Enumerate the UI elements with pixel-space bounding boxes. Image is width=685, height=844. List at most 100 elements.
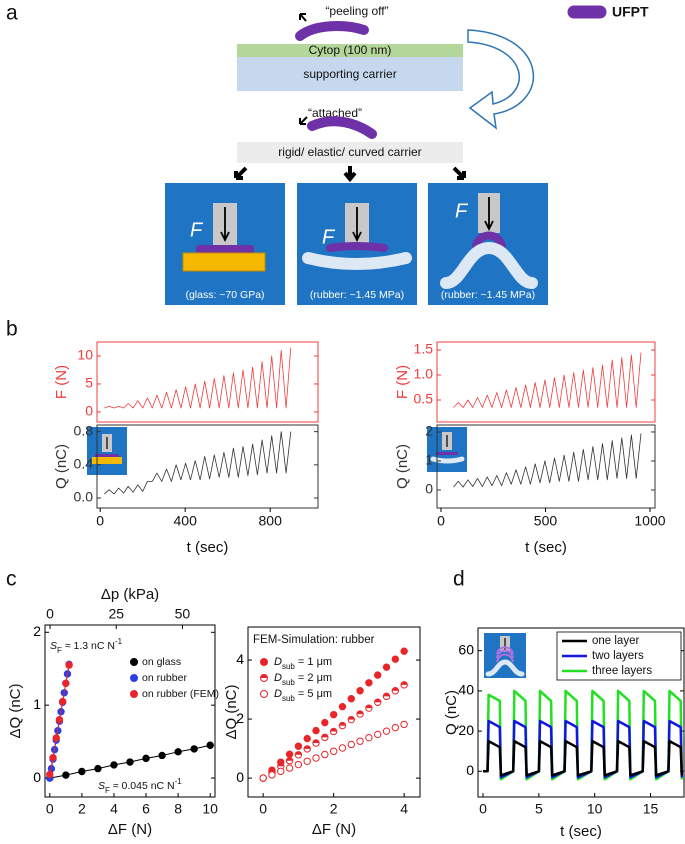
point-half: [348, 716, 355, 720]
y-tick-label: 40: [458, 682, 474, 698]
point-half: [312, 739, 320, 743]
point-half: [339, 722, 346, 726]
point: [382, 663, 391, 671]
text-part: sub: [282, 678, 295, 687]
force-arrow: [484, 197, 494, 232]
legend-label: on rubber: [142, 672, 187, 684]
y-tick-label: 0: [236, 769, 244, 785]
point-half: [365, 704, 373, 709]
x-axis-label: ΔF (N): [108, 821, 152, 838]
x-tick-label: 0: [259, 801, 267, 817]
x-tick-label: 400: [174, 513, 198, 529]
y-tick-label: 2: [33, 623, 41, 639]
point: [94, 764, 102, 773]
point: [130, 690, 138, 698]
point: [78, 767, 86, 776]
point: [312, 754, 320, 762]
point: [294, 760, 303, 769]
signal-line: [104, 431, 292, 495]
text-part: D: [274, 656, 282, 668]
signal-line: [453, 352, 642, 408]
inset: [87, 427, 127, 475]
x-tick-label: 0: [96, 513, 104, 529]
point: [356, 687, 364, 695]
legend-label: one layer: [592, 635, 639, 647]
force-label: F: [455, 200, 469, 222]
x-tick-label: 500: [534, 513, 558, 529]
y-tick-label: 1: [33, 696, 41, 712]
inset: [484, 633, 526, 678]
rubber: [440, 241, 538, 289]
point: [400, 720, 408, 729]
attached-label: “attached”: [308, 106, 362, 120]
transfer-arrow: [467, 29, 535, 130]
point-half: [286, 757, 293, 761]
plot-frame: [96, 341, 319, 423]
point: [174, 748, 182, 756]
point: [55, 716, 64, 724]
text-part: = 2 μm: [295, 672, 332, 684]
point-half: [392, 687, 399, 691]
point: [391, 655, 400, 663]
rubber: [302, 252, 412, 270]
force-arrow: [352, 207, 362, 243]
point: [260, 690, 268, 698]
arrows: [234, 166, 466, 183]
point-half: [321, 734, 329, 738]
ufpt: [196, 245, 254, 253]
y-tick-label: 0: [466, 762, 474, 778]
point-half: [330, 728, 337, 732]
box-caption: (rubber: ~1.45 MPa): [441, 289, 535, 301]
x-axis-label: t (sec): [525, 539, 567, 556]
plot-frame: [96, 424, 319, 509]
small-arrow: [299, 13, 307, 22]
point-half: [295, 751, 302, 755]
y-tick-label: 0.8: [74, 422, 94, 438]
ufpt: [326, 242, 388, 252]
series-line: [483, 739, 684, 777]
text-part: sub: [282, 662, 295, 671]
cytop-label: Cytop (100 nm): [309, 43, 392, 57]
ufpt: [307, 116, 377, 139]
point: [356, 737, 364, 745]
text-part: S: [50, 640, 57, 652]
y-tick-label: 2: [425, 423, 433, 439]
panel-label: c: [6, 568, 17, 591]
panel-label: b: [6, 318, 18, 341]
x-tick-label: 0: [46, 606, 54, 622]
x-tick-label: 5: [535, 801, 543, 817]
point: [329, 710, 338, 719]
text-part: D: [274, 672, 282, 684]
point: [58, 697, 67, 706]
x-tick-label: 15: [643, 801, 659, 817]
x-tick-label: 6: [142, 801, 150, 817]
ufpt: [295, 21, 369, 41]
ufpt: [472, 231, 506, 250]
point: [303, 757, 311, 765]
x-tick-label: 0: [479, 801, 487, 817]
schematic: “peeling off” UFPT Cytop (100 nm) suppor…: [165, 4, 649, 305]
legend-label: Dsub = 5 μm: [274, 688, 332, 703]
y-tick-label: 0: [85, 403, 93, 419]
target-label: rigid/ elastic/ curved carrier: [278, 145, 421, 159]
y-tick-label: 2: [236, 710, 244, 726]
text-part: S: [98, 780, 105, 792]
point-half: [268, 769, 276, 773]
signal-line: [453, 433, 642, 488]
x-tick-label: 10: [202, 801, 218, 817]
point: [110, 761, 118, 769]
ufpt-legend: UFPT: [612, 4, 649, 20]
x-tick-label: 4: [400, 801, 408, 817]
text-part: ≈ 0.045 nC N: [110, 780, 175, 792]
point: [65, 661, 73, 669]
y-tick-label: 0: [425, 481, 433, 497]
x-tick-label: 4: [110, 801, 118, 817]
y-tick-label: 0: [33, 769, 41, 785]
plot-frame: [44, 624, 216, 798]
carrier-layer: [237, 57, 463, 91]
legend-label: Dsub = 2 μm: [274, 672, 332, 687]
x-tick-label: 8: [174, 801, 182, 817]
legend-label: on rubber (FEM): [142, 688, 219, 700]
